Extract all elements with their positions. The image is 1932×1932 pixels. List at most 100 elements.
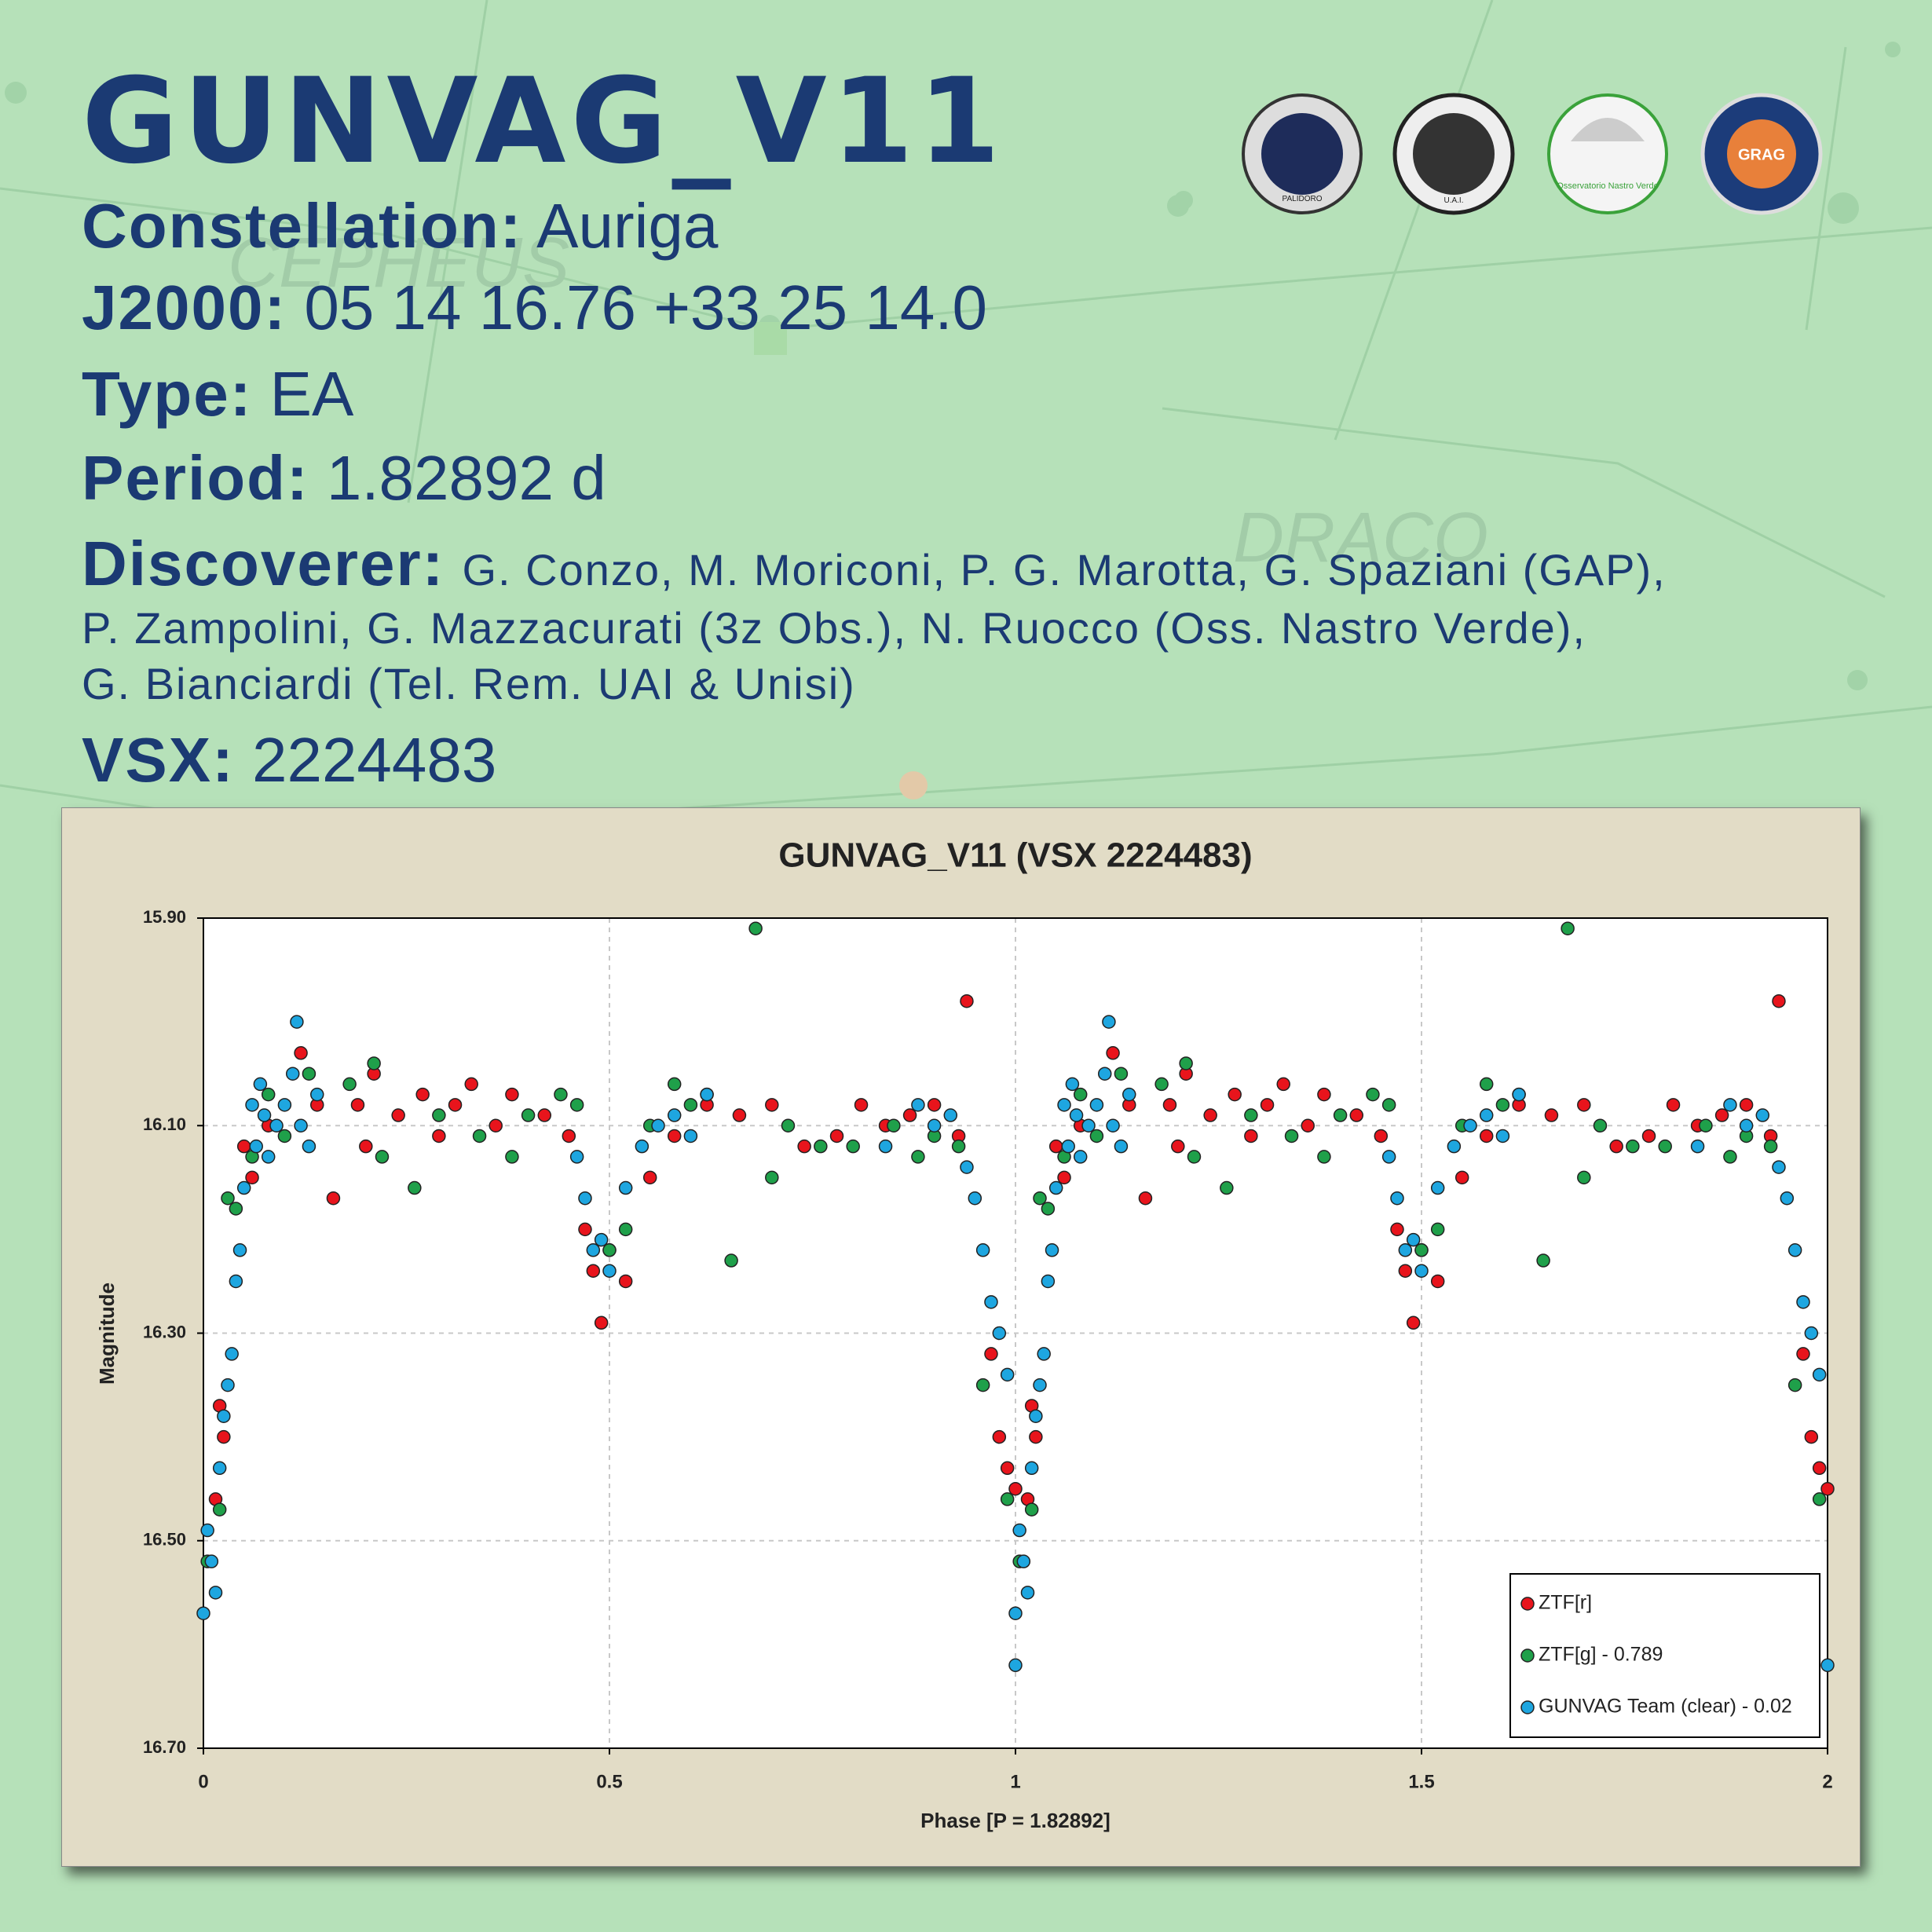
data-point xyxy=(1057,1170,1071,1185)
data-point xyxy=(618,1180,633,1195)
data-point xyxy=(1000,1492,1015,1506)
data-point xyxy=(245,1098,259,1112)
data-point xyxy=(1089,1129,1104,1143)
y-tick-label: 16.50 xyxy=(143,1530,186,1550)
field-label: Discoverer: xyxy=(82,529,445,598)
data-point xyxy=(1260,1098,1275,1112)
data-point xyxy=(1374,1129,1389,1143)
data-point xyxy=(1772,1160,1786,1174)
data-point xyxy=(1406,1232,1421,1247)
data-point xyxy=(1037,1347,1051,1361)
logo-inner xyxy=(1261,113,1343,195)
data-point xyxy=(1220,1180,1234,1195)
x-axis-label: Phase [P = 1.82892] xyxy=(920,1809,1111,1832)
y-tick-label: 16.70 xyxy=(143,1737,186,1757)
data-point xyxy=(1301,1118,1315,1132)
data-point xyxy=(432,1108,446,1122)
legend-label: ZTF[r] xyxy=(1539,1592,1592,1614)
data-point xyxy=(1024,1502,1039,1517)
data-point xyxy=(1008,1481,1023,1496)
data-point xyxy=(927,1098,942,1112)
data-point xyxy=(1228,1087,1242,1102)
y-tick-label: 16.30 xyxy=(143,1322,186,1341)
data-point xyxy=(1244,1129,1258,1143)
data-point xyxy=(594,1315,609,1330)
field-value: 05 14 16.76 +33 25 14.0 xyxy=(304,273,988,342)
field-label: Period: xyxy=(82,443,309,513)
field: Type: EA xyxy=(82,363,353,426)
logo-text: PALIDORO xyxy=(1283,195,1323,203)
data-point xyxy=(1016,1554,1031,1568)
data-point xyxy=(245,1170,259,1185)
data-point xyxy=(1796,1295,1810,1309)
data-point xyxy=(1479,1077,1494,1092)
data-point xyxy=(253,1077,268,1092)
data-point xyxy=(911,1098,925,1112)
data-point xyxy=(1276,1077,1290,1092)
data-point xyxy=(1406,1315,1421,1330)
data-point xyxy=(1081,1118,1096,1132)
data-point xyxy=(635,1139,649,1154)
data-point xyxy=(1690,1139,1705,1154)
data-point xyxy=(1577,1098,1591,1112)
data-point xyxy=(1089,1098,1104,1112)
data-point xyxy=(1495,1129,1510,1143)
data-point xyxy=(1820,1658,1835,1673)
data-point xyxy=(448,1098,463,1112)
y-tick-label: 15.90 xyxy=(143,907,186,927)
data-point xyxy=(350,1098,365,1112)
field-value: EA xyxy=(269,359,354,429)
data-point xyxy=(225,1347,239,1361)
data-point xyxy=(1512,1087,1526,1102)
data-point xyxy=(992,1429,1007,1444)
data-point xyxy=(1699,1118,1713,1132)
data-point xyxy=(221,1191,235,1206)
data-point xyxy=(1609,1139,1623,1154)
data-point xyxy=(569,1098,584,1112)
field: Constellation: Auriga xyxy=(82,195,718,258)
data-point xyxy=(586,1264,601,1278)
data-point xyxy=(594,1232,609,1247)
data-point xyxy=(1479,1129,1494,1143)
data-point xyxy=(294,1046,308,1060)
data-point xyxy=(261,1087,276,1102)
data-point xyxy=(602,1264,617,1278)
data-point xyxy=(618,1274,633,1289)
field: VSX: 2224483 xyxy=(82,729,496,792)
data-point xyxy=(829,1129,844,1143)
logo-dome xyxy=(1571,118,1645,141)
series xyxy=(200,921,1827,1568)
data-point xyxy=(1366,1087,1380,1102)
discoverer-line: G. Bianciardi (Tel. Rem. UAI & Unisi) xyxy=(82,659,856,708)
data-point xyxy=(229,1202,243,1216)
field-label: VSX: xyxy=(82,725,235,795)
data-point xyxy=(951,1139,966,1154)
data-point xyxy=(1000,1461,1015,1476)
field: Discoverer: G. Conzo, M. Moriconi, P. G.… xyxy=(82,532,1667,595)
data-point xyxy=(748,921,763,935)
data-point xyxy=(488,1118,503,1132)
data-point xyxy=(277,1129,292,1143)
logo xyxy=(1547,93,1668,214)
data-point xyxy=(208,1586,223,1600)
data-point xyxy=(196,1606,210,1620)
data-point xyxy=(236,1139,251,1154)
data-point xyxy=(1780,1191,1795,1206)
data-point xyxy=(1024,1461,1039,1476)
data-point xyxy=(200,1523,214,1538)
data-point xyxy=(1414,1264,1429,1278)
data-point xyxy=(1723,1098,1737,1112)
data-point xyxy=(1804,1429,1819,1444)
data-point xyxy=(294,1118,308,1132)
data-point xyxy=(569,1150,584,1164)
data-point xyxy=(683,1129,698,1143)
background-label: CEPHEUS xyxy=(228,224,569,302)
data-point xyxy=(1317,1087,1331,1102)
data-point xyxy=(1739,1118,1754,1132)
x-tick-label: 1.5 xyxy=(1408,1771,1434,1792)
data-point xyxy=(1162,1098,1177,1112)
data-point xyxy=(1020,1586,1035,1600)
series xyxy=(208,993,1835,1506)
data-point xyxy=(927,1118,942,1132)
